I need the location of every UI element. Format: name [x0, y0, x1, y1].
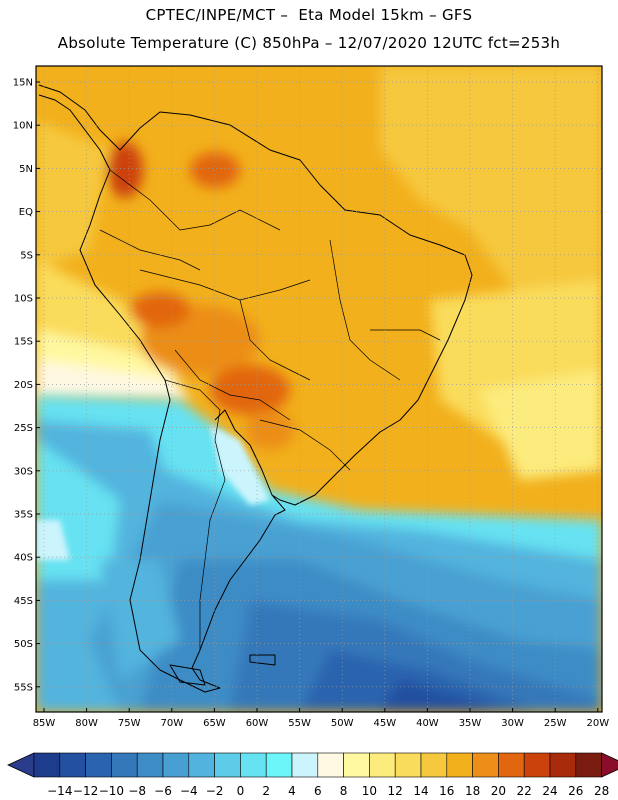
colorbar-label: −14	[47, 784, 72, 798]
colorbar-segment	[59, 752, 86, 778]
lon-label: 40W	[416, 718, 439, 729]
lon-label: 70W	[160, 718, 183, 729]
colorbar-segment	[369, 752, 396, 778]
colorbar-segment	[136, 752, 164, 778]
colorbar-label: 14	[413, 784, 428, 798]
colorbar-segment	[523, 752, 551, 778]
latitude-labels: 15N 10N 5N EQ 5S 10S 15S 20S 25S 30S 35S 40S 45S 50S 5…	[13, 78, 40, 693]
colorbar-over-arrow	[601, 752, 618, 778]
colorbar-label: 2	[262, 784, 270, 798]
lon-label: 20W	[586, 718, 609, 729]
colorbar: −14 −12 −10 −8 −6 −4 −2 0 2 4 6 8 10 12 14 16 18 20 22 24 26…	[7, 752, 618, 798]
chart-title-line2: Absolute Temperature (C) 850hPa – 12/07/…	[57, 34, 561, 52]
colorbar-segment	[498, 752, 525, 778]
colorbar-segment	[188, 752, 215, 778]
colorbar-under-arrow	[7, 752, 35, 778]
lat-label: 15N	[13, 78, 33, 89]
colorbar-label: 24	[542, 784, 557, 798]
lon-label: 50W	[331, 718, 354, 729]
colorbar-segment	[446, 752, 473, 778]
colorbar-label: 10	[362, 784, 377, 798]
colorbar-segment	[85, 752, 112, 778]
lon-label: 55W	[288, 718, 311, 729]
colorbar-label: 4	[288, 784, 296, 798]
colorbar-label: 12	[388, 784, 403, 798]
colorbar-segment	[394, 752, 422, 778]
colorbar-label: 20	[491, 784, 506, 798]
colorbar-segment	[472, 752, 499, 778]
lon-label: 30W	[501, 718, 524, 729]
lon-label: 80W	[75, 718, 98, 729]
lon-label: 85W	[33, 718, 56, 729]
colorbar-segment	[33, 752, 61, 778]
lat-label: 30S	[14, 466, 33, 477]
lat-label: 10N	[13, 121, 33, 132]
lat-label: 25S	[14, 423, 33, 434]
colorbar-segment	[240, 752, 267, 778]
colorbar-label: 26	[568, 784, 583, 798]
lon-label: 75W	[118, 718, 141, 729]
chart-title-line1: CPTEC/INPE/MCT – Eta Model 15km – GFS	[145, 6, 473, 24]
colorbar-segment	[343, 752, 370, 778]
colorbar-label: −2	[206, 784, 224, 798]
lat-label: 15S	[14, 337, 33, 348]
colorbar-label: 0	[237, 784, 245, 798]
lat-label: 10S	[14, 294, 33, 305]
colorbar-label: 16	[439, 784, 454, 798]
lat-label: 35S	[14, 510, 33, 521]
lon-label: 45W	[373, 718, 396, 729]
colorbar-label: −4	[180, 784, 198, 798]
lat-label: 55S	[14, 682, 33, 693]
longitude-labels: 85W 80W 75W 70W 65W 60W 55W 50W 45W 40W 35W 30W 25W 2…	[33, 708, 609, 729]
lon-label: 60W	[246, 718, 269, 729]
colorbar-segment	[575, 752, 602, 778]
colorbar-label: 8	[340, 784, 348, 798]
colorbar-segment	[291, 752, 319, 778]
colorbar-label: −12	[73, 784, 98, 798]
lat-label: 5S	[20, 250, 33, 261]
lat-label: 40S	[14, 553, 33, 564]
country-borders	[99, 169, 441, 650]
colorbar-label: 18	[465, 784, 480, 798]
lat-label: 5N	[19, 164, 33, 175]
map-frame	[35, 65, 603, 713]
colorbar-segment	[214, 752, 241, 778]
lat-label: 20S	[14, 380, 33, 391]
lon-label: 25W	[544, 718, 567, 729]
lon-label: 35W	[459, 718, 482, 729]
colorbar-label: −6	[154, 784, 172, 798]
lat-label: 45S	[14, 596, 33, 607]
colorbar-segment	[162, 752, 190, 778]
colorbar-segment	[549, 752, 577, 778]
lon-label: 65W	[203, 718, 226, 729]
temperature-field	[36, 66, 602, 712]
lat-label: 50S	[14, 639, 33, 650]
colorbar-label: 6	[314, 784, 322, 798]
colorbar-label: 28	[594, 784, 609, 798]
colorbar-segment	[111, 752, 138, 778]
colorbar-label: 22	[517, 784, 532, 798]
colorbar-label: −10	[99, 784, 124, 798]
lat-label: EQ	[19, 207, 33, 218]
colorbar-segment	[317, 752, 344, 778]
colorbar-label: −8	[128, 784, 146, 798]
coastline	[38, 84, 473, 693]
colorbar-segment	[265, 752, 293, 778]
colorbar-segment	[420, 752, 448, 778]
